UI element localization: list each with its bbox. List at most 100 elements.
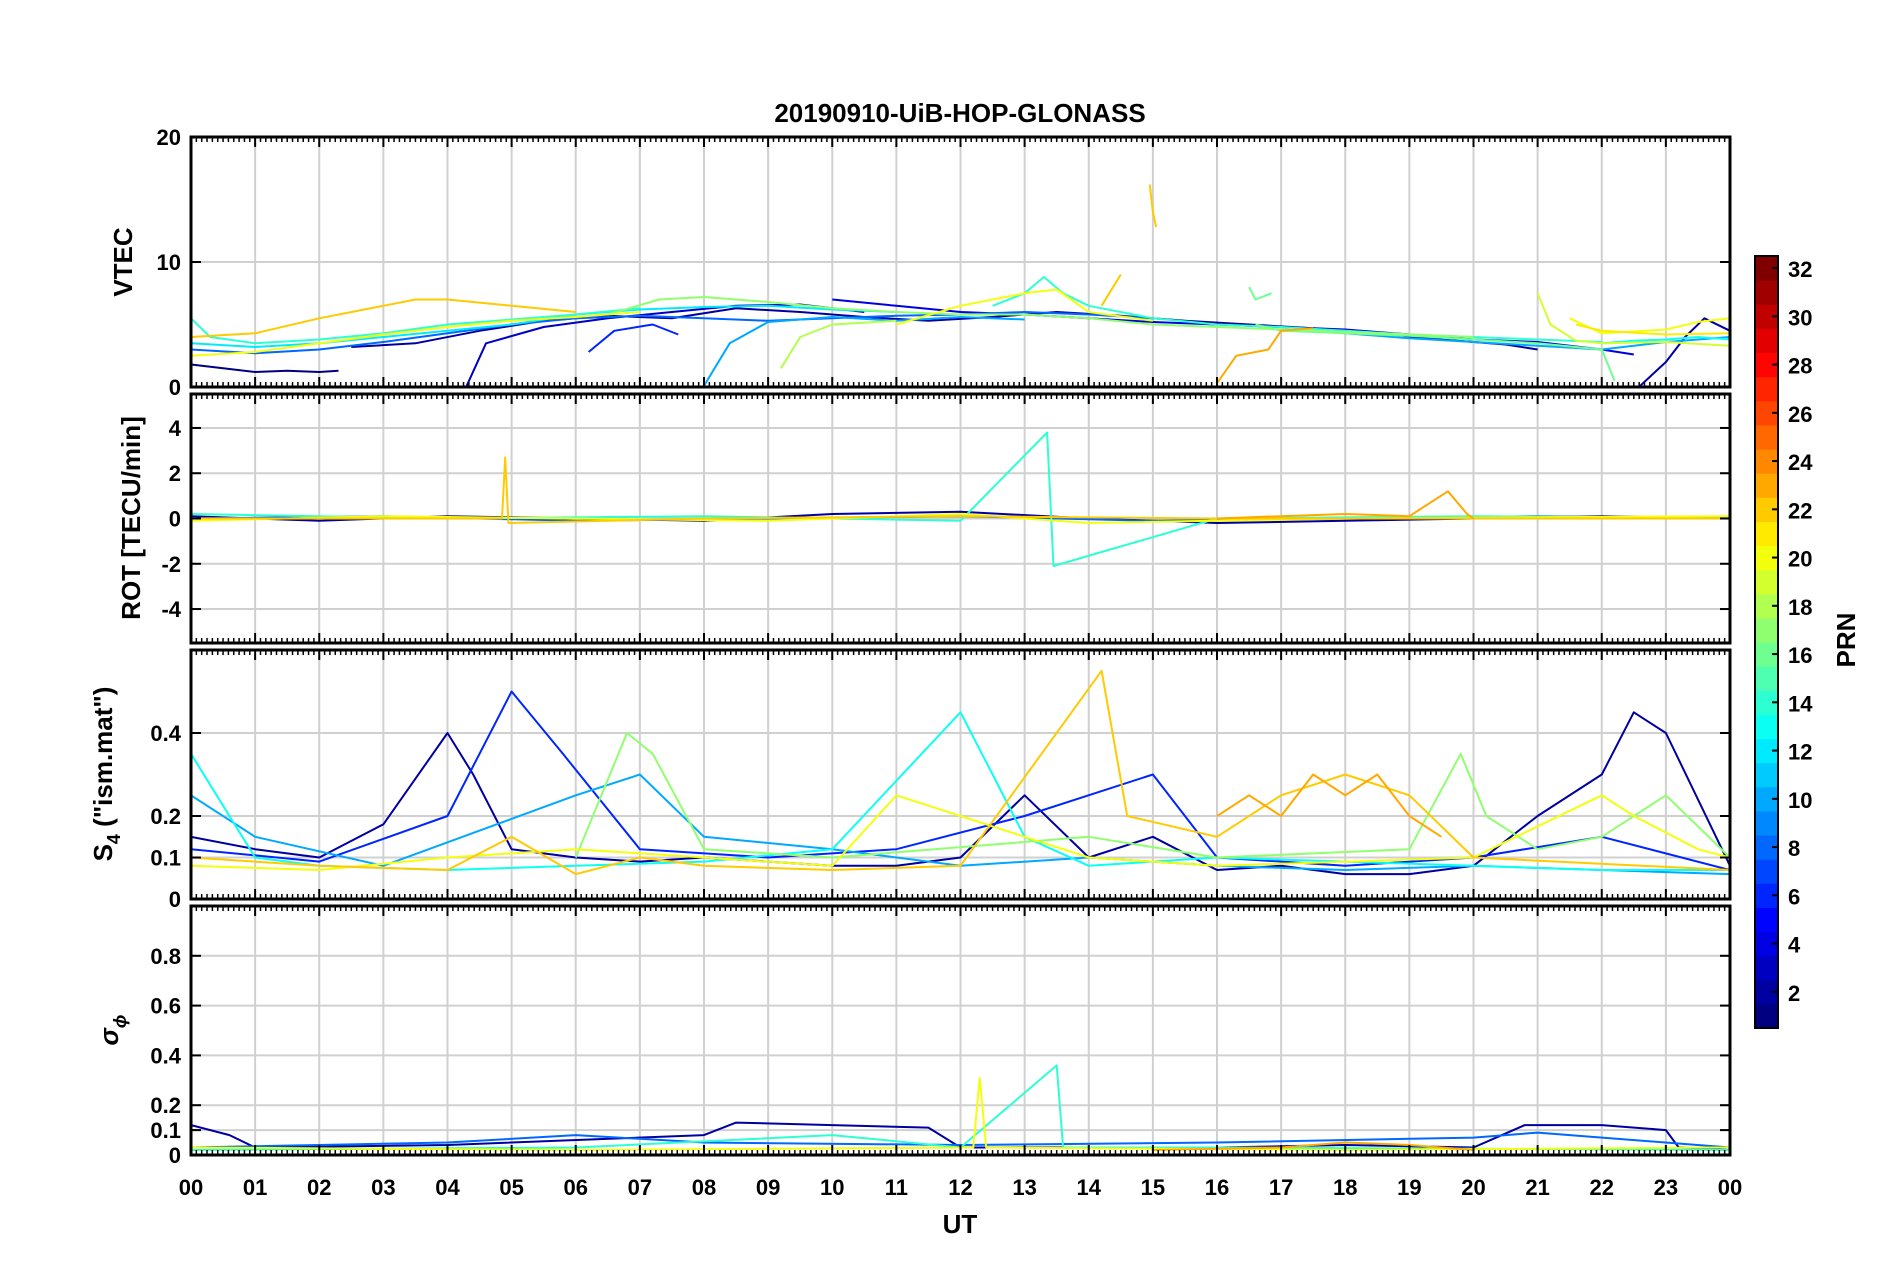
vtec-series-prn-10	[703, 316, 1025, 387]
sigma_phi-ytick-label: 0.6	[150, 994, 181, 1019]
colorbar-band-prn-10	[1755, 786, 1778, 812]
colorbar-band-prn-18	[1755, 593, 1778, 619]
x-tick-label: 12	[948, 1175, 972, 1200]
s4-ylabel-subscript: 4	[104, 834, 124, 844]
s4-ytick-label: 0	[169, 887, 181, 912]
x-tick-label: 01	[243, 1175, 267, 1200]
colorbar-tick-label: 4	[1788, 933, 1801, 958]
x-tick-label: 07	[628, 1175, 652, 1200]
sigma_phi-ytick-label: 0.1	[150, 1118, 181, 1143]
s4-ylabel-main: S	[88, 844, 118, 861]
colorbar-band-prn-21	[1755, 521, 1778, 547]
vtec-series-prn-8	[191, 311, 1153, 355]
x-tick-label: 21	[1525, 1175, 1549, 1200]
colorbar-tick-label: 12	[1788, 740, 1812, 765]
vtec-series-prn-21	[1575, 323, 1730, 336]
vtec-series-prn-20	[896, 288, 1154, 326]
colorbar-band-prn-14	[1755, 690, 1778, 715]
colorbar-band-prn-22	[1755, 497, 1778, 522]
colorbar-tick-label: 26	[1788, 402, 1812, 427]
colorbar-tick-label: 16	[1788, 643, 1812, 668]
vtec-series-prn-23	[1216, 327, 1314, 384]
s4-ytick-label: 0.1	[150, 846, 181, 871]
s4-series-prn-2	[191, 711, 1730, 876]
colorbar-band-prn-11	[1755, 762, 1778, 788]
x-tick-label: 16	[1205, 1175, 1229, 1200]
vtec-series-prn-16	[1255, 323, 1616, 382]
rot-ytick-label: 2	[169, 461, 181, 486]
colorbar-band-prn-1	[1755, 1003, 1778, 1029]
colorbar-tick-label: 24	[1788, 450, 1813, 475]
x-tick-label: 08	[692, 1175, 716, 1200]
x-tick-label: 00	[1718, 1175, 1742, 1200]
colorbar-band-prn-6	[1755, 883, 1778, 908]
x-tick-label: 03	[371, 1175, 395, 1200]
x-tick-label: 05	[499, 1175, 523, 1200]
vtec-series-prn-17	[607, 296, 1474, 338]
colorbar-bands	[1754, 255, 1779, 1029]
colorbar-band-prn-26	[1755, 400, 1778, 426]
colorbar-tick-label: 10	[1788, 788, 1812, 813]
x-axis-label: UT	[943, 1209, 978, 1239]
colorbar-frame	[1754, 255, 1779, 1029]
sigma_phi-ytick-label: 0	[169, 1143, 181, 1168]
panel-sigma_phi-plot: 00.10.2 0.4 0.6 0.8	[150, 904, 1732, 1168]
panel-vtec-plot: 0 10 20	[157, 125, 1732, 400]
sigma_phi-ytick-label: 0.8	[150, 944, 181, 969]
x-tick-label: 09	[756, 1175, 780, 1200]
rot-ytick-label: -4	[161, 597, 181, 622]
rot-series-prn-22	[191, 456, 1730, 524]
colorbar-tick-label: 2	[1788, 981, 1800, 1006]
colorbar-band-prn-29	[1755, 328, 1778, 354]
colorbar-tick-label: 30	[1788, 305, 1812, 330]
s4-series-prn-23	[1216, 773, 1442, 838]
s4-series-prn-17	[574, 732, 1730, 859]
colorbar-band-prn-8	[1755, 835, 1778, 860]
x-tick-label: 15	[1141, 1175, 1165, 1200]
panel-s4: S4 ("ism.mat")	[88, 687, 124, 862]
vtec-series-prn-20	[191, 311, 640, 357]
x-tick-label: 13	[1012, 1175, 1036, 1200]
x-tick-label: 20	[1461, 1175, 1485, 1200]
sigma_phi-ytick-label: 0.4	[150, 1043, 181, 1068]
rot-ytick-label: 4	[169, 416, 182, 441]
panel-s4-plot: 0 0.1 0.2 0.4	[150, 648, 1732, 912]
vtec-series-prn-22	[1148, 184, 1158, 228]
panel-rot-plot: -4 -2 0 2 4	[161, 392, 1732, 645]
colorbar-band-prn-25	[1755, 424, 1778, 450]
vtec-series-prn-1	[191, 363, 339, 373]
panel-rot: ROT [TECU/min]	[116, 416, 146, 620]
vtec-series-prn-6	[587, 323, 679, 353]
colorbar-band-prn-28	[1755, 352, 1778, 378]
colorbar-band-prn-12	[1755, 738, 1778, 764]
colorbar-band-prn-20	[1755, 545, 1778, 571]
rot-ytick-label: 0	[169, 507, 181, 532]
x-tick-label: 22	[1590, 1175, 1614, 1200]
sigma-phi-ylabel-subscript: ϕ	[110, 1015, 130, 1029]
vtec-ylabel: VTEC	[108, 227, 138, 297]
x-tick-label: 02	[307, 1175, 331, 1200]
rot-ytick-label: -2	[161, 552, 181, 577]
vtec-series-prn-14	[191, 307, 640, 345]
colorbar-band-prn-24	[1755, 449, 1778, 474]
colorbar-band-prn-2	[1755, 979, 1778, 1005]
colorbar-band-prn-5	[1755, 907, 1778, 933]
colorbar-tick-label: 18	[1788, 595, 1812, 620]
vtec-ytick-label: 10	[157, 250, 181, 275]
sigma_phi-ytick-label: 0.2	[150, 1093, 181, 1118]
vtec-series-group	[191, 184, 1730, 387]
rot-series-prn-23	[1216, 490, 1475, 520]
s4-ylabel-suffix: ("ism.mat")	[88, 687, 118, 834]
s4-ytick-label: 0.2	[150, 804, 181, 829]
colorbar-tick-label: 20	[1788, 547, 1812, 572]
x-tick-labels: 00 01 02 03 04 05 06 07 08 09 10 11 12 13 14 15 16 17 18 19…	[179, 1175, 1742, 1200]
panel-sigma-phi: σϕ	[94, 1015, 130, 1046]
colorbar-band-prn-7	[1755, 859, 1778, 884]
x-tick-label: 14	[1077, 1175, 1102, 1200]
x-tick-label: 11	[885, 1175, 908, 1200]
colorbar-band-prn-16	[1755, 642, 1778, 667]
x-tick-label: 06	[564, 1175, 588, 1200]
s4-series-prn-20	[191, 794, 1730, 871]
